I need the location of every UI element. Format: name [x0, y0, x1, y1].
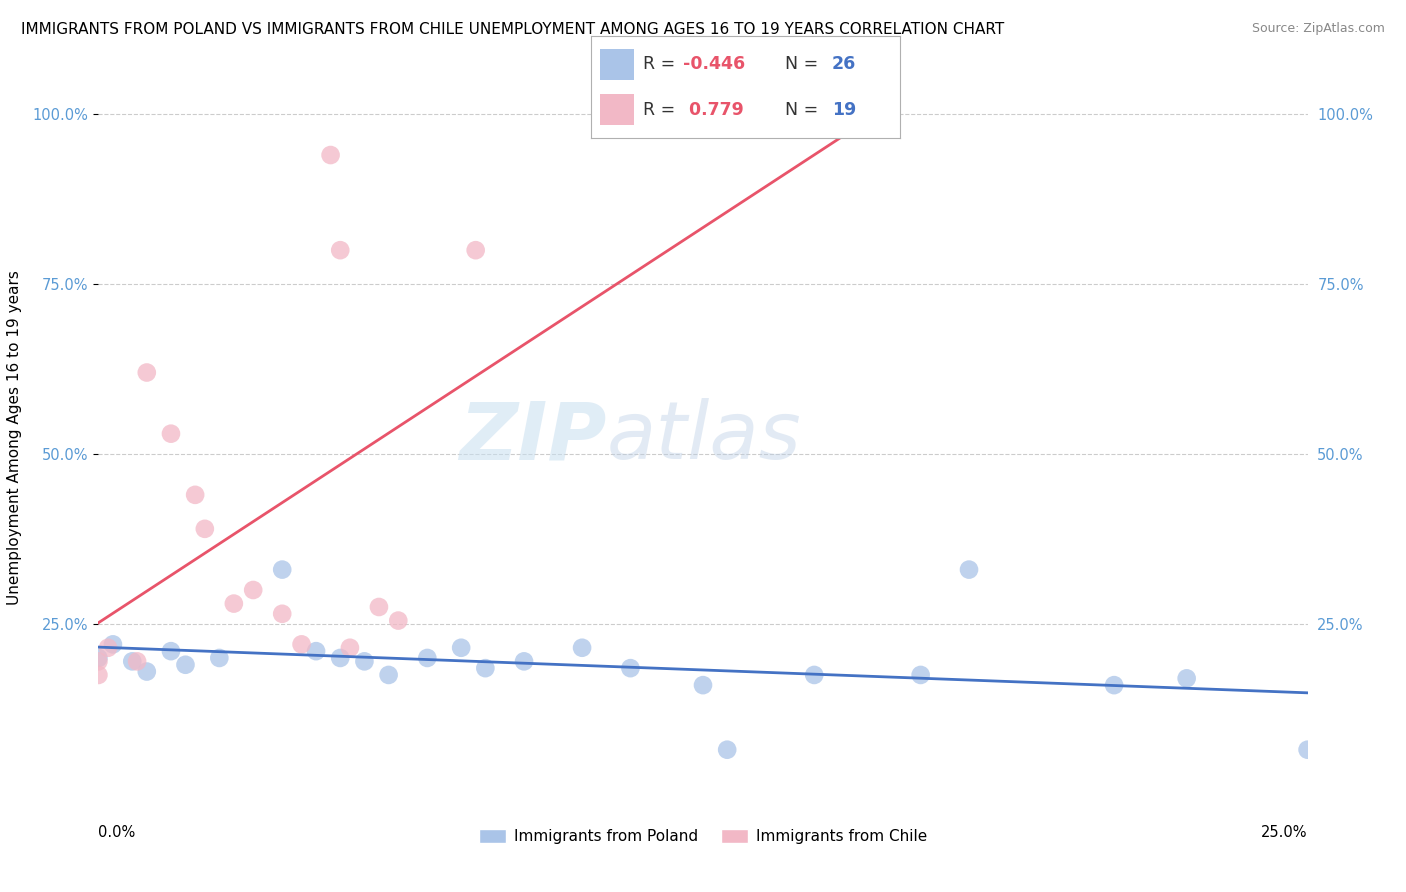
Text: -0.446: -0.446 [683, 55, 745, 73]
Point [271, 563, 294, 577]
Point [368, 599, 391, 614]
Legend: Immigrants from Poland, Immigrants from Chile: Immigrants from Poland, Immigrants from … [472, 823, 934, 850]
Text: atlas: atlas [606, 398, 801, 476]
Text: N =: N = [786, 101, 824, 119]
Point [87, 654, 110, 668]
Point [329, 651, 352, 665]
Point [474, 661, 496, 675]
Point [803, 668, 825, 682]
Point [160, 644, 183, 658]
Text: 19: 19 [832, 101, 856, 119]
Point [1175, 671, 1198, 685]
Point [290, 637, 312, 651]
Point [513, 654, 536, 668]
Point [716, 742, 738, 756]
Point [910, 668, 932, 682]
Bar [600, 49, 634, 79]
Point [242, 582, 264, 597]
Point [1102, 678, 1125, 692]
Point [208, 651, 231, 665]
Point [339, 640, 361, 655]
Bar [600, 95, 634, 125]
Point [87, 651, 110, 665]
Point [329, 243, 352, 257]
Point [416, 651, 439, 665]
Point [387, 614, 409, 628]
Text: N =: N = [786, 55, 824, 73]
Point [101, 637, 124, 651]
Point [692, 678, 714, 692]
Text: 25.0%: 25.0% [1261, 825, 1308, 839]
Point [135, 366, 157, 380]
Y-axis label: Unemployment Among Ages 16 to 19 years: Unemployment Among Ages 16 to 19 years [7, 269, 21, 605]
Point [271, 607, 294, 621]
Text: Source: ZipAtlas.com: Source: ZipAtlas.com [1251, 22, 1385, 36]
Text: R =: R = [643, 101, 681, 119]
Text: 0.0%: 0.0% [98, 825, 135, 839]
Text: R =: R = [643, 55, 681, 73]
Point [194, 522, 217, 536]
Point [184, 488, 207, 502]
Point [957, 563, 980, 577]
Point [353, 654, 375, 668]
Point [97, 640, 120, 655]
Text: ZIP: ZIP [458, 398, 606, 476]
Text: IMMIGRANTS FROM POLAND VS IMMIGRANTS FROM CHILE UNEMPLOYMENT AMONG AGES 16 TO 19: IMMIGRANTS FROM POLAND VS IMMIGRANTS FRO… [21, 22, 1004, 37]
Point [127, 654, 149, 668]
Text: 26: 26 [832, 55, 856, 73]
Point [571, 640, 593, 655]
Text: 0.779: 0.779 [683, 101, 744, 119]
Point [377, 668, 399, 682]
Point [222, 597, 245, 611]
Point [813, 107, 835, 121]
Point [305, 644, 328, 658]
Point [121, 654, 143, 668]
Point [160, 426, 183, 441]
Point [619, 661, 641, 675]
Point [319, 148, 342, 162]
Point [135, 665, 157, 679]
Point [87, 668, 110, 682]
Point [450, 640, 472, 655]
Point [174, 657, 197, 672]
Point [464, 243, 486, 257]
Point [1296, 742, 1319, 756]
